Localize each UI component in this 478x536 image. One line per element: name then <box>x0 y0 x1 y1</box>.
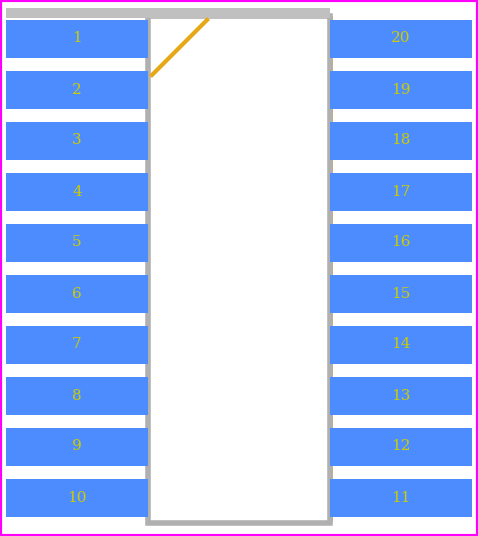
Text: 15: 15 <box>391 287 411 301</box>
Text: 12: 12 <box>391 440 411 453</box>
Text: 8: 8 <box>72 389 82 403</box>
Text: 19: 19 <box>391 83 411 96</box>
Text: 10: 10 <box>67 490 87 504</box>
Bar <box>330 224 472 262</box>
Bar <box>6 325 148 363</box>
Bar <box>148 16 330 523</box>
Bar <box>330 479 472 517</box>
Bar <box>330 274 472 312</box>
Bar <box>6 274 148 312</box>
Text: 9: 9 <box>72 440 82 453</box>
Bar <box>6 122 148 160</box>
Text: 3: 3 <box>72 133 82 147</box>
Text: 1: 1 <box>72 32 82 46</box>
Bar <box>6 8 330 18</box>
Bar <box>330 376 472 414</box>
Text: 17: 17 <box>391 184 411 198</box>
Bar <box>330 325 472 363</box>
Text: 6: 6 <box>72 287 82 301</box>
Bar <box>6 173 148 211</box>
Bar <box>330 173 472 211</box>
Bar <box>6 19 148 57</box>
Bar <box>6 428 148 465</box>
Text: 14: 14 <box>391 338 411 352</box>
Bar <box>6 376 148 414</box>
Bar <box>330 122 472 160</box>
Text: 16: 16 <box>391 235 411 249</box>
Bar <box>148 18 330 518</box>
Text: 4: 4 <box>72 184 82 198</box>
Bar <box>6 224 148 262</box>
Bar <box>6 71 148 108</box>
Text: 5: 5 <box>72 235 82 249</box>
Text: 20: 20 <box>391 32 411 46</box>
Bar <box>6 479 148 517</box>
Bar <box>330 428 472 465</box>
Text: 11: 11 <box>391 490 411 504</box>
Text: 2: 2 <box>72 83 82 96</box>
Text: 18: 18 <box>391 133 411 147</box>
Text: 13: 13 <box>391 389 411 403</box>
Bar <box>330 71 472 108</box>
Bar <box>330 19 472 57</box>
Text: 7: 7 <box>72 338 82 352</box>
